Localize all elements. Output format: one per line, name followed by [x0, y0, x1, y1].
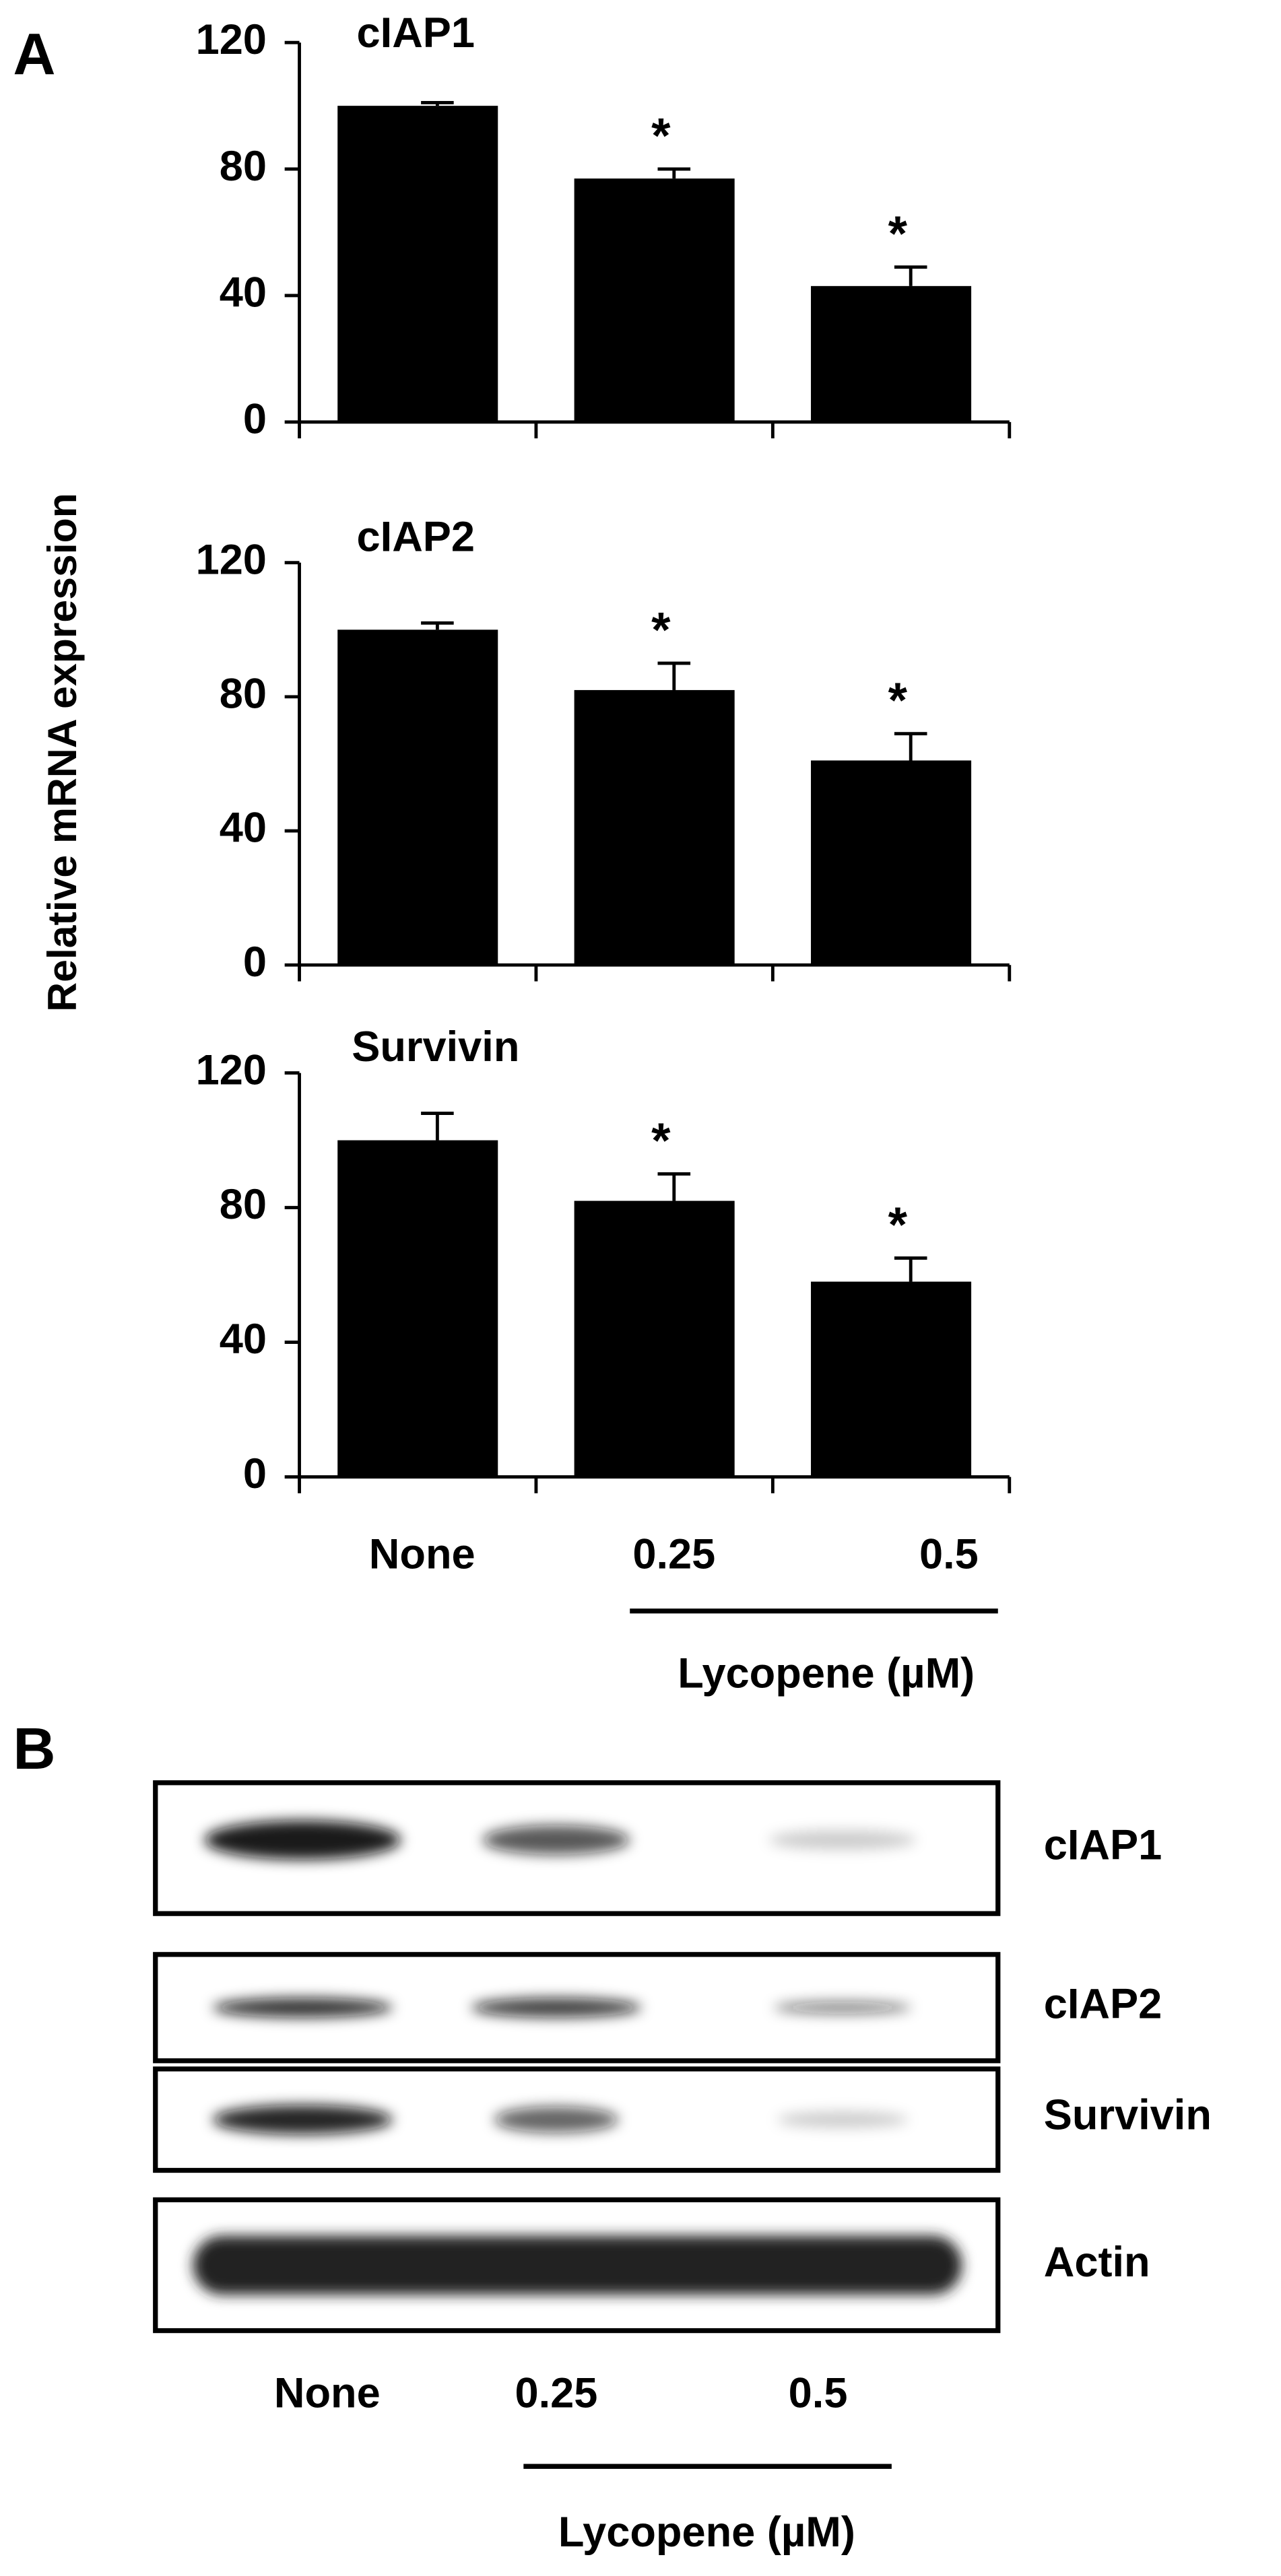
bar — [811, 760, 972, 965]
band — [768, 1830, 917, 1850]
bar — [811, 1281, 972, 1477]
band — [482, 1825, 630, 1855]
band — [773, 2001, 912, 2014]
band — [777, 2111, 909, 2128]
x-tick-label: None — [369, 1530, 475, 1578]
y-tick-label: 120 — [196, 16, 267, 63]
y-tick-label: 80 — [220, 671, 267, 718]
blot-bands — [212, 2105, 909, 2135]
blot-bands — [204, 1820, 917, 1860]
x-tick-label: 0.5 — [919, 1530, 979, 1578]
bar — [337, 1140, 498, 1477]
y-tick-label: 40 — [220, 1316, 267, 1363]
lane-label: None — [274, 2369, 381, 2416]
x-tick-label: 0.25 — [632, 1530, 715, 1578]
y-tick-label: 0 — [243, 939, 267, 986]
x-axis-label: Lycopene (µM) — [678, 1650, 975, 1697]
row-label: Actin — [1044, 2239, 1150, 2286]
row-label: cIAP1 — [1044, 1822, 1162, 1869]
bar — [811, 285, 972, 422]
y-tick-label: 120 — [196, 536, 267, 583]
y-tick-label: 80 — [220, 1181, 267, 1228]
x-axis-label: Lycopene (µM) — [558, 2509, 855, 2556]
significance-mark: * — [888, 1198, 908, 1252]
row-label: cIAP2 — [1044, 1980, 1162, 2027]
band — [471, 1998, 642, 2018]
bar — [337, 106, 498, 422]
row-label: Survivin — [1044, 2091, 1212, 2138]
blot-bands — [212, 1998, 912, 2018]
band — [212, 2105, 393, 2135]
panel-label: B — [13, 1716, 55, 1782]
band — [204, 1820, 401, 1860]
significance-mark: * — [651, 1114, 671, 1168]
y-tick-label: 40 — [220, 269, 267, 316]
band — [494, 2106, 619, 2133]
bar — [574, 178, 735, 422]
lane-label: 0.5 — [789, 2369, 848, 2416]
y-tick-label: 0 — [243, 1450, 267, 1497]
y-tick-label: 40 — [220, 805, 267, 852]
significance-mark: * — [888, 673, 908, 728]
blot-bands — [193, 2235, 962, 2295]
bar — [574, 1200, 735, 1477]
chart-title: Survivin — [352, 1023, 519, 1071]
lane-label: 0.25 — [515, 2369, 597, 2416]
chart-title: cIAP2 — [357, 513, 475, 560]
y-axis-label: Relative mRNA expression — [39, 493, 85, 1012]
band — [193, 2235, 962, 2295]
panel-label: A — [13, 22, 55, 88]
band — [212, 1998, 393, 2018]
bar — [337, 630, 498, 965]
significance-mark: * — [888, 207, 908, 261]
chart-title: cIAP1 — [357, 9, 475, 57]
significance-mark: * — [651, 109, 671, 164]
y-tick-label: 0 — [243, 395, 267, 442]
y-tick-label: 80 — [220, 143, 267, 190]
bar — [574, 689, 735, 965]
significance-mark: * — [651, 603, 671, 658]
y-tick-label: 120 — [196, 1046, 267, 1093]
